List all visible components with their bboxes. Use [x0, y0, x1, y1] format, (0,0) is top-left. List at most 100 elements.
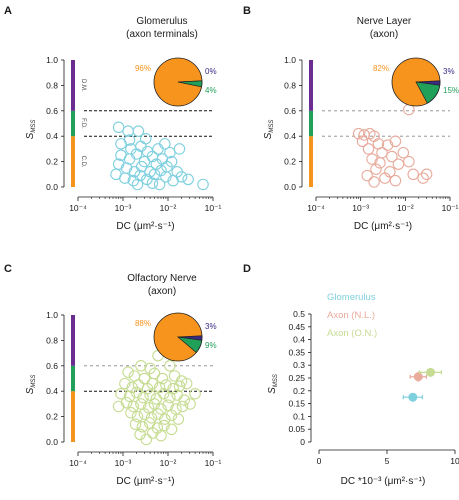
data-point — [182, 173, 194, 186]
mode-bar-segment — [309, 136, 313, 187]
data-point — [112, 121, 125, 134]
data-point — [366, 153, 378, 165]
data-point — [130, 148, 143, 160]
mode-bar-segment — [71, 391, 75, 442]
pie-label: 3% — [443, 67, 455, 76]
data-point — [155, 429, 167, 442]
y-tick-label: 0.25 — [288, 373, 305, 383]
data-point — [356, 135, 369, 148]
y-tick-label: 0.0 — [284, 182, 296, 192]
data-point — [160, 171, 172, 183]
data-point — [157, 387, 170, 400]
data-point — [180, 377, 193, 390]
data-point — [160, 379, 172, 391]
data-point — [146, 377, 159, 390]
data-point — [134, 169, 146, 182]
x-axis-label: DC (μm²·s⁻¹) — [116, 221, 174, 232]
y-tick-label: 0.6 — [46, 106, 58, 116]
data-point — [142, 401, 155, 414]
y-axis-label-main: S — [263, 132, 274, 139]
data-point — [175, 171, 188, 183]
data-point — [164, 360, 176, 372]
data-point — [132, 125, 145, 137]
y-tick-label: 0.2 — [284, 157, 296, 167]
data-point — [176, 400, 189, 413]
data-point — [184, 398, 196, 410]
data-point — [115, 387, 127, 400]
pie-label: 88% — [135, 319, 151, 328]
panel-subtitle: (axon terminals) — [126, 29, 198, 40]
data-point — [131, 178, 144, 191]
data-point — [140, 433, 153, 446]
data-point — [123, 134, 136, 146]
mode-bar-segment — [309, 110, 313, 137]
mode-bar-label: D.M. — [80, 79, 86, 92]
data-point — [165, 423, 178, 436]
data-point — [165, 409, 178, 422]
x-axis-label: DC *10⁻³ (μm²·s⁻¹) — [341, 476, 426, 487]
data-point — [119, 377, 131, 390]
y-tick-label: 0.8 — [46, 80, 58, 90]
data-point — [407, 168, 419, 181]
panel-letter-a: A — [4, 5, 12, 17]
panel-c: Olfactory Nerve (axon) 0.0 0.2 0.4 0.6 0.8 1.0 S… — [25, 273, 222, 487]
panel-letter-c: C — [4, 263, 12, 275]
y-axis-label-sub: MSS — [269, 120, 275, 133]
mode-bar-segment — [71, 110, 75, 137]
panel-subtitle: (axon) — [148, 286, 176, 297]
panel-a: Glomerulus (axon terminals) C.D. F.D. D.M. 0.… — [25, 16, 222, 232]
data-point — [158, 419, 170, 432]
data-point — [168, 370, 181, 382]
y-tick-label: 0.4 — [284, 131, 296, 141]
data-point — [420, 168, 433, 181]
mode-bar-segment — [309, 60, 313, 111]
data-point — [153, 381, 166, 394]
y-tick-label: 0.2 — [46, 157, 58, 167]
panel-subtitle: (axon) — [370, 29, 398, 40]
data-point — [164, 391, 176, 404]
data-point — [123, 390, 136, 403]
data-point — [370, 163, 382, 175]
y-tick-label: 0.45 — [288, 322, 305, 332]
x-axis-label: DC (μm²·s⁻¹) — [354, 221, 412, 232]
y-axis-label-sub: MSS — [31, 375, 37, 388]
y-axis-label: SMSS — [25, 120, 37, 140]
x-tick-label: 10⁻¹ — [205, 203, 222, 213]
x-tick-label: 10⁻¹ — [442, 203, 459, 213]
data-point — [156, 372, 169, 385]
data-point — [112, 400, 125, 413]
data-point — [135, 160, 148, 173]
y-tick-label: 0.8 — [284, 80, 296, 90]
pie-slice — [177, 80, 203, 88]
data-point — [376, 146, 388, 159]
data-point — [122, 366, 134, 378]
data-point — [153, 178, 166, 191]
y-tick-label: 0.15 — [288, 399, 305, 409]
panel-title: Olfactory Nerve — [127, 273, 197, 284]
x-tick-label: 10⁻² — [160, 458, 177, 468]
legend-entry: Axon (N.L.) — [327, 310, 375, 321]
data-point — [368, 176, 380, 188]
data-point — [413, 372, 423, 382]
data-point — [125, 407, 137, 419]
data-point — [379, 172, 391, 184]
x-tick-label: 10⁻³ — [352, 203, 369, 213]
data-point — [152, 143, 164, 155]
y-axis-label: SMSS — [267, 374, 279, 394]
x-tick-label: 10⁻⁴ — [69, 203, 87, 213]
data-point — [131, 410, 144, 423]
y-axis-label: SMSS — [25, 375, 37, 395]
data-point — [159, 138, 171, 150]
y-tick-label: 0.3 — [293, 360, 305, 370]
panel-letter-d: D — [243, 263, 251, 275]
pie-label: 4% — [205, 86, 217, 95]
x-axis-label: DC (μm²·s⁻¹) — [116, 476, 174, 487]
pie-label: 0% — [205, 67, 217, 76]
y-tick-label: 0.8 — [46, 335, 58, 345]
data-point — [159, 413, 171, 425]
data-point — [135, 140, 147, 153]
data-point — [165, 155, 178, 168]
y-axis-label-sub: MSS — [31, 120, 37, 133]
x-tick-label: 10⁻⁴ — [69, 458, 87, 468]
data-point — [189, 387, 201, 400]
